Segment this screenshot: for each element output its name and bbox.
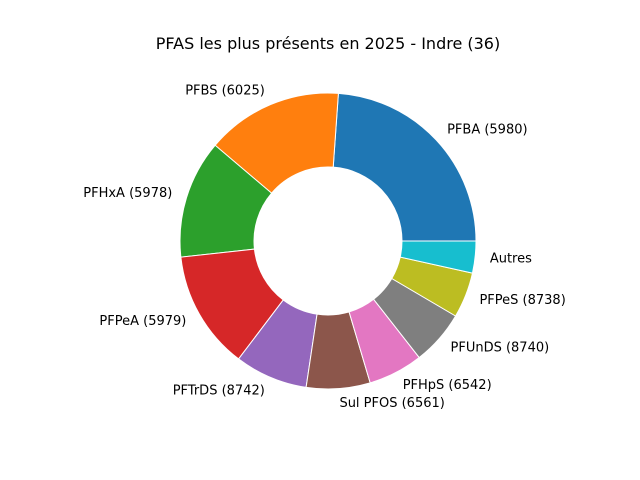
slice-labels: PFBA (5980) PFBS (6025) PFHxA (5978) PFPeA … xyxy=(83,83,566,410)
label-pftrds-8742: PFTrDS (8742) xyxy=(173,384,265,399)
label-pfbs-6025: PFBS (6025) xyxy=(185,83,265,98)
slice-pfba-5980 xyxy=(332,92,477,242)
label-autres: Autres xyxy=(490,251,532,266)
donut-slices xyxy=(179,92,477,390)
label-pfhxa-5978: PFHxA (5978) xyxy=(83,186,172,201)
label-pfpes-8738: PFPeS (8738) xyxy=(479,293,565,308)
slice-autres xyxy=(399,240,477,274)
label-sul-pfos-6561: Sul PFOS (6561) xyxy=(339,396,444,411)
label-pfhps-6542: PFHpS (6542) xyxy=(403,378,492,393)
label-pfunds-8740: PFUnDS (8740) xyxy=(451,341,550,356)
label-pfba-5980: PFBA (5980) xyxy=(447,123,527,138)
label-pfpea-5979: PFPeA (5979) xyxy=(99,314,186,329)
chart-title: PFAS les plus présents en 2025 - Indre (… xyxy=(156,34,500,53)
